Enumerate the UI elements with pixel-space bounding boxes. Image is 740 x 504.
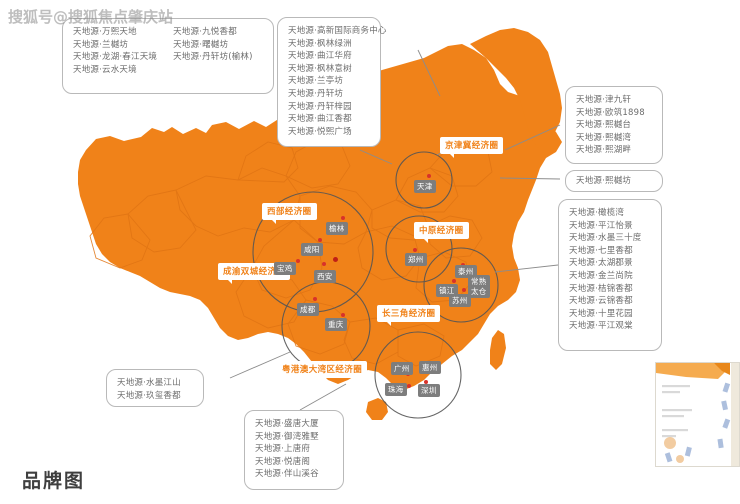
callout-shaanxi-projects: 天地源·万熙天地 天地源·兰樾坊 天地源·龙湖·春江天境 天地源·云水天境 天地…	[62, 18, 274, 94]
project-item: 天地源·津九轩	[576, 95, 632, 105]
city-label-baoji: 宝鸡	[274, 262, 296, 275]
city-label-zhengzhou: 郑州	[405, 253, 427, 266]
zone-label-zhongyuan: 中原经济圈	[414, 222, 469, 243]
project-item: 天地源·伴山溪谷	[255, 469, 319, 480]
project-item: 天地源·悦唐阁	[255, 456, 311, 467]
project-item: 天地源·丹轩坊	[288, 88, 344, 99]
callout-tianjin-projects: 天地源·津九轩 天地源·欧筑1898 天地源·熙樾台 天地源·熙樾湾 天地源·熙…	[565, 86, 663, 164]
project-item: 天地源·九悦香都	[173, 27, 237, 37]
project-item: 天地源·熙湖畔	[576, 145, 632, 156]
project-item: 天地源·云水天境	[73, 64, 137, 75]
project-item: 天地源·七里香都	[569, 245, 633, 256]
zone-label-greatbay: 粤港澳大湾区经济圈	[277, 361, 368, 382]
sohu-watermark: 搜狐号@搜狐焦点肇庆站	[8, 8, 174, 26]
pin-chongqing	[341, 313, 345, 317]
city-label-guangzhou: 广州	[391, 362, 413, 375]
pin-shenzhen	[424, 380, 428, 384]
shaanxi-col-2: 天地源·九悦香都 天地源·曙樾坊 天地源·丹轩坊(榆林)	[173, 26, 253, 64]
pin-suzhou	[462, 288, 466, 292]
city-label-yulin: 榆林	[326, 222, 348, 235]
zone-label-chengyu: 成渝双城经济圈	[218, 263, 291, 284]
project-item: 天地源·丹轩梓园	[288, 101, 352, 112]
project-item: 天地源·平江怡景	[569, 220, 633, 231]
city-label-xian: 西安	[314, 270, 336, 283]
page-title: 品牌图	[22, 470, 86, 492]
pin-zhuhai	[407, 384, 411, 388]
circle-jingjinji	[395, 151, 453, 209]
project-item: 天地源·曙樾坊	[173, 39, 229, 50]
callout-chengdu-chongqing-projects: 天地源·水墨江山 天地源·玖玺香都	[106, 369, 204, 407]
project-item: 天地源·枫林绿洲	[288, 38, 352, 49]
project-item: 天地源·兰樾坊	[73, 39, 129, 50]
callout-greater-bay-projects: 天地源·盛唐大厦 天地源·御湾雅墅 天地源·上唐府 天地源·悦唐阁 天地源·伴山…	[244, 410, 344, 490]
project-item: 天地源·桔锦香都	[569, 283, 633, 294]
pin-xian-sub	[322, 262, 326, 266]
pin-zhenjiang	[452, 279, 456, 283]
project-item: 天地源·金兰尚院	[569, 270, 633, 281]
callout-zhengzhou-projects: 天地源·熙樾坊	[565, 170, 663, 192]
project-item: 天地源·枫林意树	[288, 63, 352, 74]
project-item: 天地源·悦熙广场	[288, 126, 352, 137]
project-item: 天地源·橄榄湾	[569, 208, 625, 218]
project-item: 天地源·御湾雅墅	[255, 431, 319, 442]
project-item: 天地源·龙湖·春江天境	[73, 52, 158, 63]
project-item: 天地源·兰亭坊	[288, 76, 344, 87]
city-label-tianjin: 天津	[414, 180, 436, 193]
project-item: 天地源·云锦香都	[569, 296, 633, 307]
project-item: 天地源·曲江香都	[288, 114, 352, 125]
project-item: 天地源·熙樾台	[576, 120, 632, 131]
city-label-taicang: 太仓	[468, 285, 490, 298]
project-item: 天地源·平江观棠	[569, 321, 633, 332]
city-label-shenzhen: 深圳	[418, 384, 440, 397]
city-label-suzhou: 苏州	[449, 294, 471, 307]
project-item: 天地源·熙樾坊	[576, 176, 632, 186]
project-item: 天地源·十里花园	[569, 308, 633, 319]
project-item: 天地源·玖玺香都	[117, 390, 181, 401]
inset-side-bar	[731, 363, 739, 466]
pin-baoji	[296, 259, 300, 263]
zone-label-west: 西部经济圈	[262, 203, 317, 224]
project-item: 天地源·曲江华府	[288, 51, 352, 62]
circle-changsanjiao	[423, 247, 499, 323]
pin-yulin	[341, 216, 345, 220]
project-item: 天地源·上唐府	[255, 444, 311, 455]
project-item: 天地源·欧筑1898	[576, 107, 645, 118]
city-label-changshu: 常熟	[468, 275, 490, 288]
project-item: 天地源·万熙天地	[73, 27, 137, 37]
shaanxi-col-1: 天地源·万熙天地 天地源·兰樾坊 天地源·龙湖·春江天境 天地源·云水天境	[73, 26, 157, 76]
pin-zhengzhou	[413, 248, 417, 252]
city-label-zhenjiang: 镇江	[436, 284, 458, 297]
project-item: 天地源·丹轩坊(榆林)	[173, 52, 253, 63]
pin-chengdu	[313, 297, 317, 301]
inset-mini-map	[655, 362, 740, 467]
project-item: 天地源·熙樾湾	[576, 132, 632, 143]
callout-yangtze-delta-projects: 天地源·橄榄湾 天地源·平江怡景 天地源·水墨三十度 天地源·七里香都 天地源·…	[558, 199, 662, 351]
project-item: 天地源·水墨江山	[117, 378, 181, 388]
pin-xianyang	[318, 238, 322, 242]
callout-xian-projects: 天地源·高新国际商务中心 天地源·枫林绿洲 天地源·曲江华府 天地源·枫林意树 …	[277, 17, 387, 147]
city-label-zhuhai: 珠海	[385, 383, 407, 396]
inset-map-graphic	[656, 363, 739, 466]
china-landmass	[78, 27, 562, 420]
project-item: 天地源·盛唐大厦	[255, 419, 319, 429]
project-item: 天地源·太湖郡景	[569, 258, 633, 269]
zone-label-jingjinji: 京津冀经济圈	[440, 137, 504, 158]
circle-greatbay	[374, 331, 462, 419]
pin-xian	[333, 257, 338, 262]
city-label-huizhou: 惠州	[419, 361, 441, 374]
city-label-chongqing: 重庆	[325, 318, 347, 331]
pin-tianjin	[427, 174, 431, 178]
zone-label-changsanjiao: 长三角经济圈	[377, 305, 441, 326]
city-label-chengdu: 成都	[297, 303, 319, 316]
city-label-xianyang: 咸阳	[301, 243, 323, 256]
city-label-taizhou: 泰州	[455, 265, 477, 278]
project-item: 天地源·高新国际商务中心	[288, 26, 387, 36]
project-item: 天地源·水墨三十度	[569, 233, 642, 244]
